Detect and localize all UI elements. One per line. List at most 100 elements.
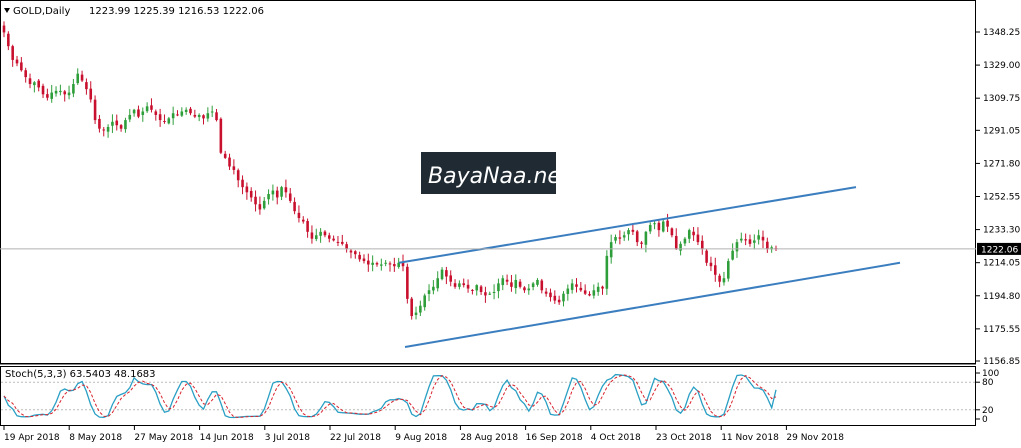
candle-body	[323, 231, 327, 236]
date-tick-label: 3 Jul 2018	[265, 433, 310, 443]
candle-body	[592, 290, 596, 296]
candle-body	[193, 114, 197, 117]
candle-body	[583, 290, 587, 294]
candle-body	[579, 287, 583, 291]
candle-body	[380, 264, 383, 266]
candle-body	[518, 281, 522, 287]
candle-body	[336, 241, 340, 243]
candle-body	[262, 200, 266, 209]
candle-body	[644, 231, 648, 245]
candle-body	[245, 186, 249, 193]
candle-body	[236, 170, 240, 181]
channel-upper-line[interactable]	[398, 186, 857, 264]
candle-body	[384, 262, 387, 264]
candle-body	[740, 238, 743, 241]
candle-body	[544, 291, 548, 294]
candle-body	[176, 114, 179, 116]
candle-body	[575, 284, 578, 287]
candle-body	[111, 121, 114, 126]
candle-body	[28, 78, 32, 84]
candle-body	[588, 294, 591, 296]
candle-body	[388, 263, 392, 265]
candle-body	[471, 289, 474, 291]
price-tick-label: 1156.85	[983, 357, 1020, 367]
candle-body	[349, 250, 353, 253]
candle-body	[2, 25, 6, 33]
candle-body	[653, 223, 656, 225]
price-tick-label: 1252.55	[983, 193, 1020, 203]
candle-body	[132, 109, 136, 114]
candle-body	[106, 126, 110, 132]
candle-body	[609, 242, 613, 258]
candle-body	[501, 278, 505, 286]
candle-body	[219, 118, 223, 153]
candle-body	[618, 237, 622, 239]
candle-body	[37, 80, 40, 88]
price-tick-label: 1233.30	[983, 226, 1020, 236]
candle-body	[293, 201, 296, 212]
candle-body	[210, 111, 214, 113]
candle-body	[687, 230, 691, 239]
candle-body	[332, 238, 335, 241]
candle-body	[553, 295, 557, 301]
candle-body	[137, 109, 140, 117]
candle-body	[505, 279, 509, 282]
candle-body	[124, 120, 127, 130]
candle-body	[748, 239, 752, 244]
candle-body	[180, 111, 184, 116]
candle-body	[670, 228, 674, 236]
candle-body	[635, 231, 639, 243]
candle-body	[475, 285, 479, 291]
candle-body	[271, 190, 275, 195]
candle-body	[527, 288, 531, 291]
candle-body	[462, 283, 466, 286]
candle-body	[731, 250, 734, 260]
candle-body	[115, 120, 119, 126]
candle-body	[627, 230, 630, 235]
candle-body	[50, 92, 54, 99]
candle-body	[614, 236, 617, 241]
candle-body	[661, 221, 665, 232]
candle-body	[640, 242, 643, 244]
candle-body	[284, 187, 288, 193]
date-tick-label: 28 Aug 2018	[460, 433, 518, 443]
date-tick-label: 19 Apr 2018	[4, 433, 60, 443]
date-axis[interactable]: 19 Apr 2018 8 May 2018 27 May 2018 14 Jun 2…	[3, 426, 844, 443]
candle-body	[206, 113, 210, 119]
channel-layer	[398, 186, 901, 348]
watermark-box	[421, 152, 556, 194]
candle-body	[98, 118, 101, 129]
candle-body	[397, 262, 400, 267]
price-tick-label: 1194.80	[983, 292, 1020, 302]
date-tick-label: 9 Aug 2018	[395, 433, 447, 443]
date-tick-label: 14 Jun 2018	[200, 433, 254, 443]
candle-body	[258, 204, 262, 210]
candle-body	[171, 113, 175, 119]
candle-body	[59, 90, 62, 93]
candle-body	[167, 118, 171, 124]
date-tick-label: 27 May 2018	[134, 433, 193, 443]
candle-body	[549, 292, 552, 298]
candle-body	[327, 235, 331, 239]
price-tick-label: 1309.75	[983, 94, 1020, 104]
candle-body	[150, 105, 153, 110]
candle-body	[536, 279, 539, 285]
date-tick-label: 22 Jul 2018	[330, 433, 381, 443]
candle-body	[141, 111, 145, 115]
candle-body	[24, 70, 27, 78]
channel-lower-line[interactable]	[404, 261, 901, 348]
price-tick-label: 1291.05	[983, 126, 1020, 136]
dropdown-triangle-icon[interactable]	[4, 8, 10, 13]
candle-body	[601, 286, 604, 289]
candle-body	[566, 288, 570, 294]
candle-body	[41, 85, 45, 95]
candle-body	[67, 92, 71, 96]
candle-body	[484, 292, 487, 296]
price-axis[interactable]: 1348.25 1329.00 1309.75 1291.05 1271.80 1252.…	[976, 28, 1020, 367]
candle-body	[557, 299, 561, 303]
candle-body	[766, 241, 769, 250]
candle-body	[80, 74, 84, 81]
candle-body	[401, 262, 405, 267]
candle-body	[683, 238, 687, 244]
